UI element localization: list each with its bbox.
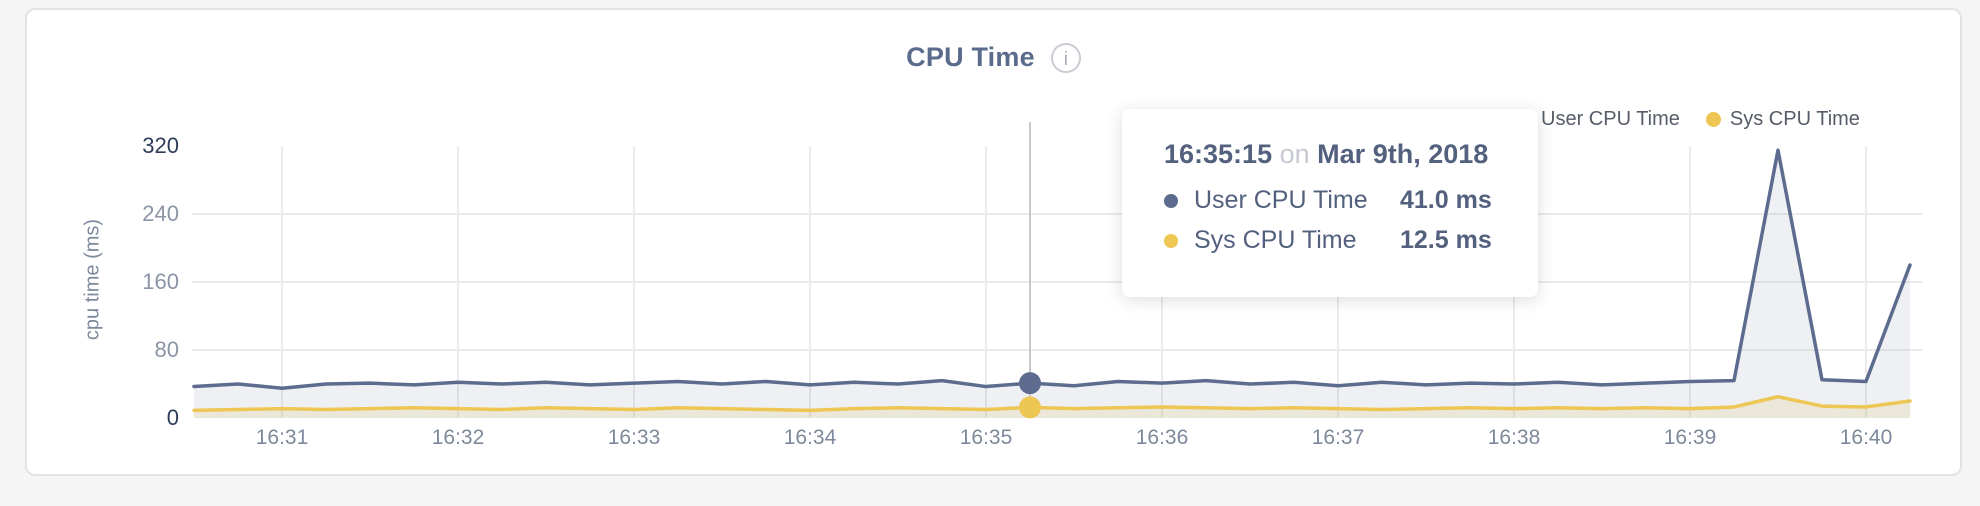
y-tick-label: 160 [142,269,179,294]
sys-cpu-legend-dot-icon [1705,112,1721,127]
tooltip-series-label: User CPU Time [1194,186,1368,214]
x-tick-label: 16:34 [783,426,837,449]
cpu-time-chart-plot[interactable] [27,10,1980,506]
legend-label: Sys CPU Time [1729,108,1860,130]
sys-cpu-dot-icon [1164,233,1178,248]
hover-point-1[interactable] [1019,396,1041,419]
tooltip-timestamp: 16:35:15 on Mar 9th, 2018 [1164,139,1489,169]
series-area-0 [194,150,1910,418]
chart-header: CPU Time i [27,42,1960,73]
series-area-1 [194,396,1910,418]
x-tick-label: 16:40 [1839,426,1893,449]
y-tick-label: 80 [154,337,179,362]
info-icon[interactable]: i [1050,42,1081,73]
tooltip-series-label: Sys CPU Time [1194,226,1357,254]
hover-tooltip: 16:35:15 on Mar 9th, 2018 User CPU Time … [1122,109,1538,297]
series-line-1 [192,395,1912,413]
tooltip-series-value: 41.0 ms [1400,186,1492,214]
x-tick-label: 16:39 [1663,426,1717,449]
y-tick-label: 0 [166,405,179,430]
y-tick-label: 240 [142,201,179,226]
tooltip-row-user-cpu: User CPU Time 41.0 ms [1164,186,1510,215]
x-tick-label: 16:37 [1311,426,1365,449]
legend-item-user-cpu-time[interactable]: User CPU Time [1517,108,1680,131]
x-tick-label: 16:36 [1135,426,1189,449]
x-tick-label: 16:31 [255,426,309,449]
x-tick-label: 16:38 [1487,426,1541,449]
y-tick-label: 320 [142,133,179,158]
chart-title: CPU Time [906,42,1035,72]
hover-point-0[interactable] [1019,372,1041,395]
legend-item-sys-cpu-time[interactable]: Sys CPU Time [1705,108,1860,131]
series-line-0 [192,148,1912,390]
chart-card: CPU Time i User CPU Time Sys CPU Time cp… [25,8,1962,476]
chart-legend: User CPU Time Sys CPU Time [1517,108,1860,131]
x-tick-label: 16:32 [431,426,485,449]
tooltip-series-value: 12.5 ms [1400,226,1492,254]
x-tick-label: 16:35 [959,426,1013,449]
legend-label: User CPU Time [1541,108,1680,130]
tooltip-row-sys-cpu: Sys CPU Time 12.5 ms [1164,226,1510,255]
user-cpu-dot-icon [1164,193,1178,208]
x-tick-label: 16:33 [607,426,661,449]
